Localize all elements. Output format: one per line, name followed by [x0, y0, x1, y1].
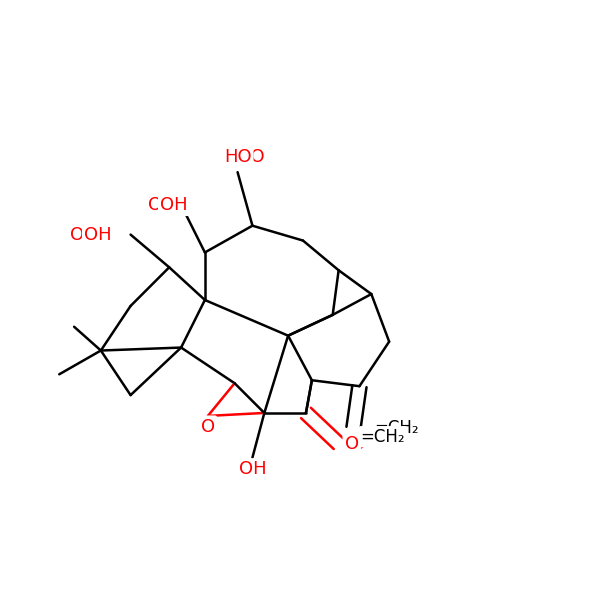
- Text: HO: HO: [224, 148, 251, 166]
- Text: OH: OH: [160, 196, 188, 214]
- Text: OH: OH: [84, 226, 112, 244]
- Text: HO: HO: [238, 148, 265, 166]
- Text: =CH₂: =CH₂: [374, 419, 419, 437]
- Text: =CH₂: =CH₂: [361, 428, 405, 446]
- Text: O: O: [344, 435, 359, 453]
- Text: O: O: [201, 418, 215, 436]
- Text: OH: OH: [70, 226, 98, 244]
- Text: O: O: [201, 419, 215, 437]
- Text: OH: OH: [239, 460, 266, 478]
- Text: OH: OH: [239, 460, 266, 478]
- Text: O: O: [352, 435, 366, 453]
- Text: OH: OH: [148, 196, 175, 214]
